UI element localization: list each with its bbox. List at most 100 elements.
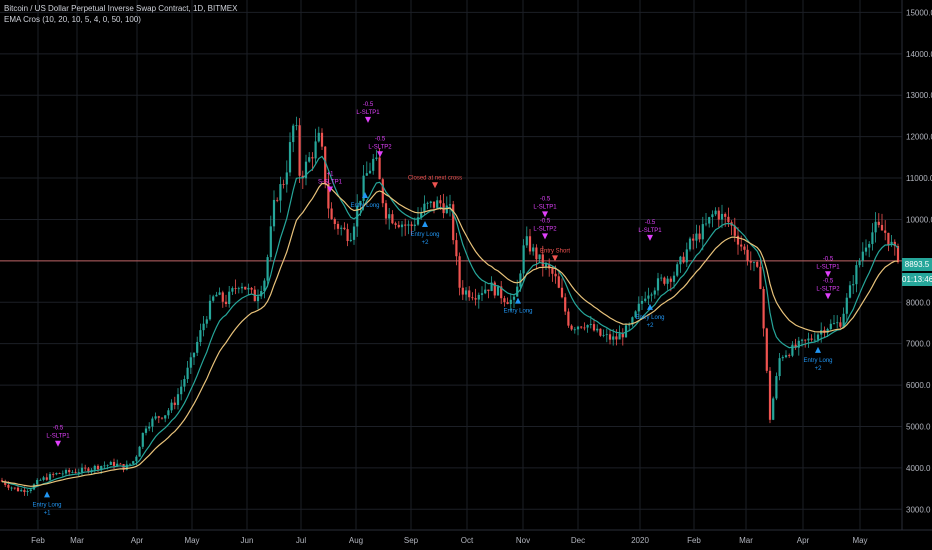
candle <box>282 184 285 185</box>
candle <box>458 256 461 288</box>
candle <box>682 256 685 263</box>
trade-marker <box>552 255 558 262</box>
trade-annotation: L-SLTP1 -0.5 <box>638 220 662 241</box>
countdown-tag: 01:13:46 <box>902 273 932 287</box>
trade-label: Entry Long <box>32 502 61 508</box>
trade-marker <box>542 233 548 240</box>
trade-marker <box>825 271 831 278</box>
candle <box>676 264 679 276</box>
candle <box>471 297 474 299</box>
candle <box>39 479 42 481</box>
candle <box>871 232 874 245</box>
trade-annotation: L-SLTP2 -0.5 <box>368 136 392 158</box>
candle <box>512 296 516 300</box>
candle <box>788 355 791 356</box>
candle <box>647 295 650 299</box>
candle <box>285 172 288 185</box>
candle <box>416 217 420 225</box>
candle <box>829 323 832 330</box>
candle <box>893 241 896 246</box>
candle <box>720 213 724 220</box>
candle <box>119 463 122 465</box>
candle <box>580 326 583 328</box>
candle <box>752 261 756 263</box>
candle <box>759 266 762 289</box>
trade-annotation: Entry Long <box>503 297 533 315</box>
candle <box>413 224 416 227</box>
candle <box>164 415 167 419</box>
candle <box>612 336 615 340</box>
trade-annotation: Entry Long +1 <box>32 491 62 516</box>
trade-marker <box>515 297 521 304</box>
candle <box>736 235 740 245</box>
candle <box>573 329 576 331</box>
candle <box>0 480 4 482</box>
trade-marker <box>422 221 428 228</box>
candle <box>765 328 768 371</box>
candle <box>80 467 84 473</box>
candle <box>567 311 570 326</box>
candle <box>375 157 378 159</box>
candle <box>189 357 192 368</box>
ema-slow-line <box>1 182 898 487</box>
trade-marker <box>44 491 50 498</box>
candle <box>23 490 26 493</box>
trade-annotation: L-SLTP1 -0.5 <box>816 256 840 278</box>
last-price-tag: 8893.5 <box>902 258 932 272</box>
candle <box>762 288 765 329</box>
candle <box>679 256 682 265</box>
candle <box>103 465 106 467</box>
candle <box>717 210 720 220</box>
candle <box>669 278 672 282</box>
trade-marker <box>55 440 61 447</box>
trade-marker <box>377 151 383 158</box>
candle <box>749 261 752 263</box>
candle <box>426 202 429 204</box>
candle <box>804 339 807 341</box>
trade-marker <box>365 116 371 123</box>
candle <box>487 289 490 292</box>
trade-qty: +1 <box>44 510 52 516</box>
candle <box>58 473 61 474</box>
candle <box>276 199 279 201</box>
candle <box>660 277 663 279</box>
trade-annotation: S-SLTP1 +1 <box>318 171 343 193</box>
candle <box>154 416 157 419</box>
candle <box>896 245 900 263</box>
candle <box>589 324 592 326</box>
trade-marker <box>815 346 821 353</box>
candle <box>388 214 391 219</box>
candle <box>775 376 778 399</box>
x-tick-label: Mar <box>70 536 84 545</box>
trade-qty: -0.5 <box>53 426 64 432</box>
candle <box>733 225 736 236</box>
trade-label: Entry Long <box>410 232 439 238</box>
candle <box>218 292 221 295</box>
x-tick-label: Feb <box>687 536 701 545</box>
candle <box>634 311 637 318</box>
candle <box>87 468 90 472</box>
candle <box>208 300 212 320</box>
trade-qty: -0.5 <box>375 136 386 142</box>
candle <box>308 157 311 162</box>
candle <box>439 200 442 204</box>
candle <box>228 291 231 304</box>
candle <box>800 339 804 341</box>
y-tick-label: 13000.0 <box>906 91 932 100</box>
candle <box>42 477 45 480</box>
candle <box>877 221 880 225</box>
candle <box>842 313 845 327</box>
candle <box>544 264 548 267</box>
trade-qty: -0.5 <box>645 220 656 226</box>
candle <box>10 487 13 489</box>
candle <box>525 236 528 246</box>
candle <box>263 280 266 292</box>
candle <box>432 201 436 208</box>
candle <box>448 204 452 206</box>
candle <box>464 290 468 295</box>
candle <box>848 285 852 298</box>
trade-qty: -0.5 <box>363 102 374 108</box>
candle <box>16 487 20 492</box>
candle <box>794 344 797 348</box>
